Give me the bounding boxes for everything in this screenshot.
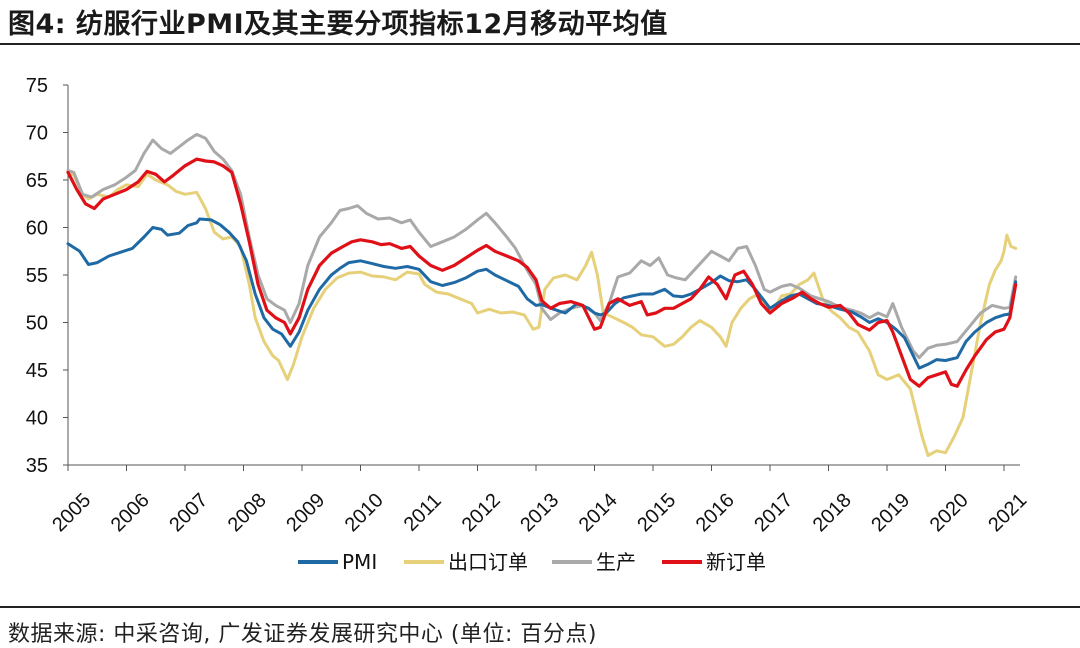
- legend: PMI 出口订单 生产 新订单: [298, 550, 766, 574]
- x-tick-label: 2021: [984, 489, 1031, 536]
- x-tick-label: 2019: [867, 489, 914, 536]
- y-tick-label: 45: [26, 360, 48, 382]
- y-tick-label: 35: [26, 455, 48, 477]
- series-lines: [66, 132, 1018, 457]
- footer-divider: [0, 606, 1080, 608]
- x-tick-label: 2016: [692, 489, 739, 536]
- x-tick-label: 2005: [48, 489, 95, 536]
- series-line-3: [66, 157, 1018, 388]
- legend-label-0: PMI: [342, 550, 377, 574]
- x-tick-label: 2013: [516, 489, 563, 536]
- legend-label-2: 生产: [596, 550, 636, 574]
- series-line-2: [66, 132, 1018, 360]
- x-tick-label: 2007: [165, 489, 212, 536]
- y-axis: 35 40 45 50 55 60 65 70 75: [26, 75, 69, 477]
- x-tick-label: 2020: [926, 489, 973, 536]
- legend-label-1: 出口订单: [448, 550, 528, 574]
- x-tick-label: 2017: [750, 489, 797, 536]
- series-line-1: [66, 170, 1018, 457]
- x-tick-label: 2018: [809, 489, 856, 536]
- y-tick-label: 70: [26, 123, 48, 145]
- y-tick-label: 40: [26, 408, 48, 430]
- y-tick-label: 50: [26, 313, 48, 335]
- legend-label-3: 新订单: [706, 550, 766, 574]
- series-line-0: [66, 217, 1018, 370]
- y-tick-label: 65: [26, 170, 48, 192]
- x-tick-label: 2006: [107, 489, 154, 536]
- x-axis: 2005 2006 2007 2008 2009 2010 2011 2012 2013 2014…: [48, 464, 1031, 536]
- x-tick-label: 2015: [633, 489, 680, 536]
- x-tick-label: 2012: [458, 489, 505, 536]
- source-note: 数据来源: 中采咨询, 广发证券发展研究中心 (单位: 百分点): [8, 622, 597, 647]
- y-tick-label: 60: [26, 218, 48, 240]
- x-tick-label: 2009: [282, 489, 329, 536]
- x-tick-label: 2014: [575, 489, 622, 536]
- line-chart: 35 40 45 50 55 60 65 70 75 2005 2006 2007 2008 2009 2…: [26, 75, 1032, 574]
- y-tick-label: 75: [26, 75, 48, 97]
- x-tick-label: 2010: [341, 489, 388, 536]
- y-tick-label: 55: [26, 265, 48, 287]
- figure-title: 图4: 纺服行业PMI及其主要分项指标12月移动平均值: [8, 9, 668, 40]
- x-tick-label: 2008: [224, 489, 271, 536]
- x-tick-label: 2011: [400, 490, 446, 536]
- header-divider: [0, 43, 1080, 45]
